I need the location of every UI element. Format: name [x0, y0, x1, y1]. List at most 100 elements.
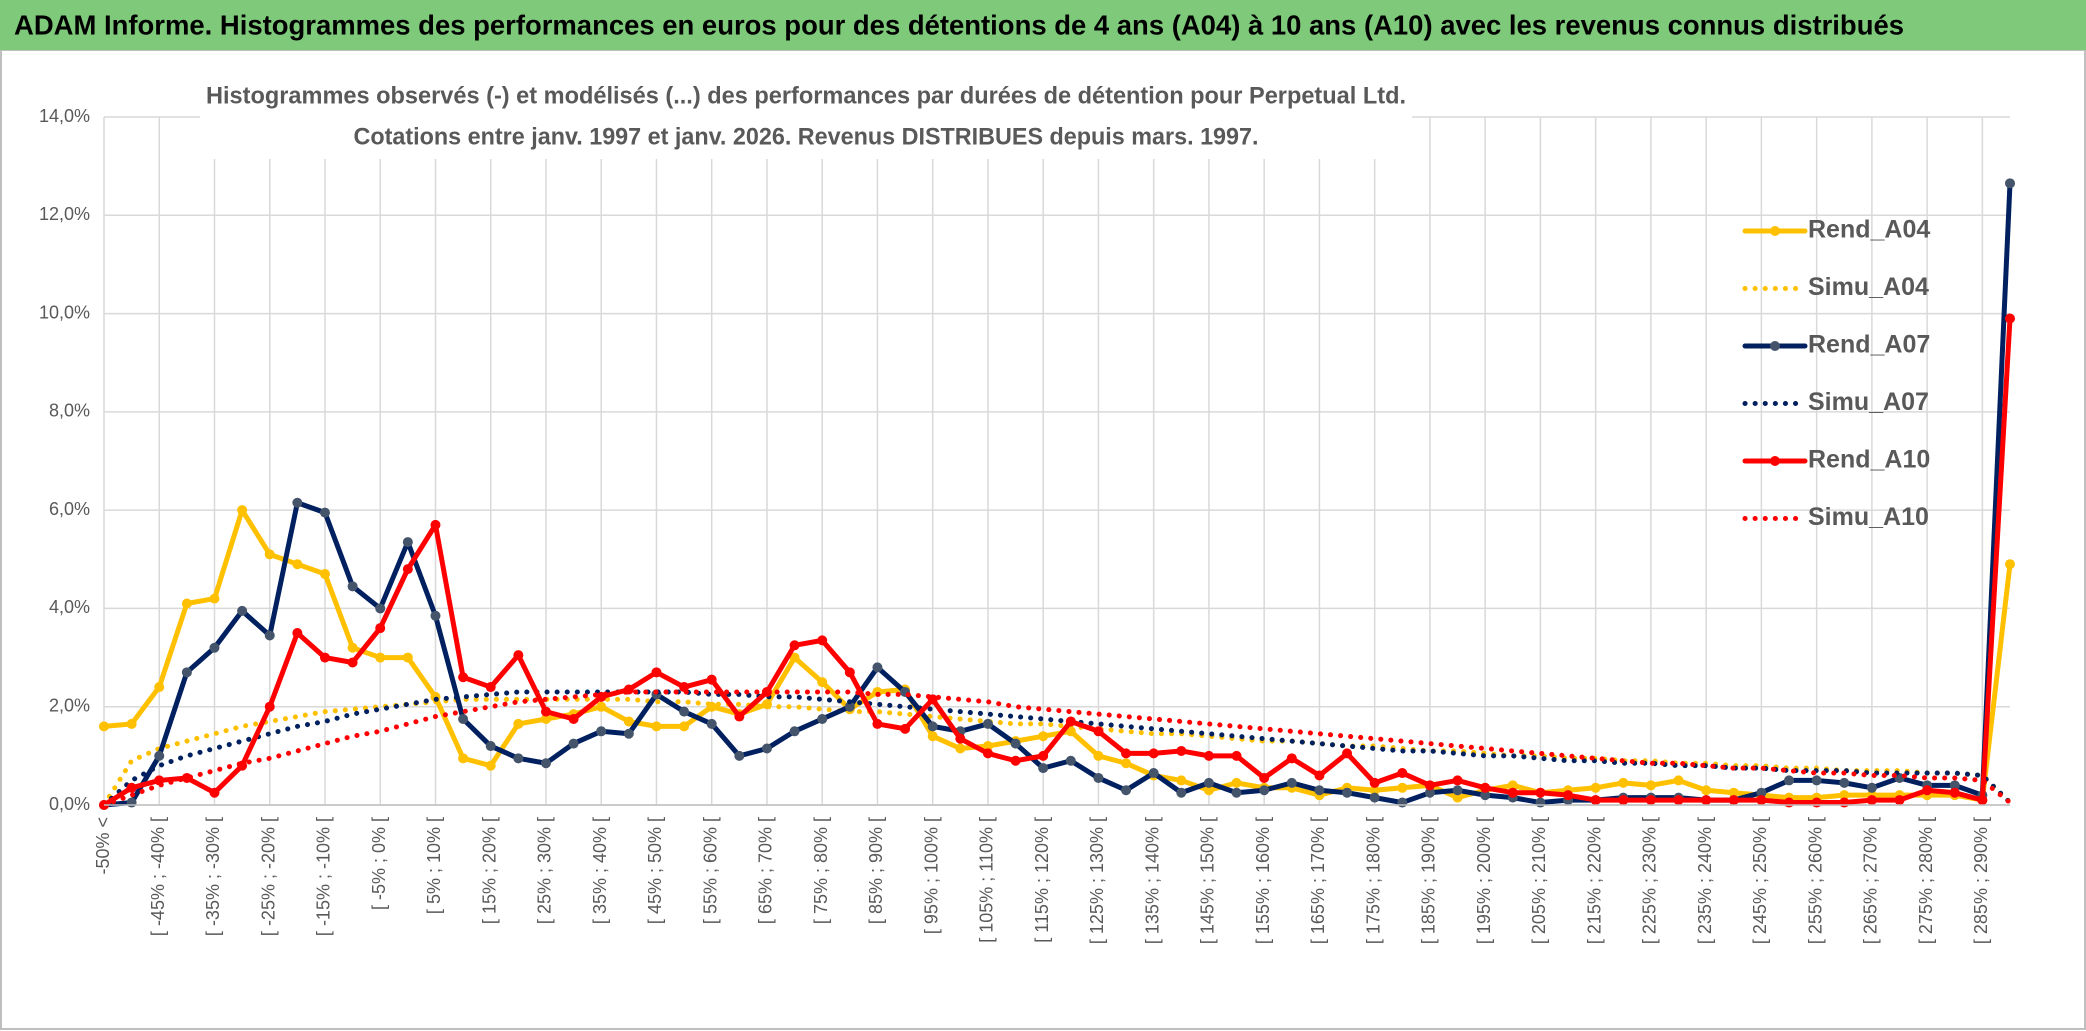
observed-line [101, 507, 2013, 803]
point [1507, 780, 1518, 791]
point [706, 674, 717, 685]
chart-subtitle: Cotations entre janv. 1997 et janv. 2026… [354, 123, 1259, 150]
point [1866, 782, 1877, 793]
point [927, 731, 938, 742]
point [458, 672, 469, 683]
x-tick-label: [ 245% ; 250% [ [1750, 817, 1770, 944]
point [1203, 785, 1214, 796]
point [1231, 777, 1242, 788]
point [1038, 731, 1049, 742]
point [154, 750, 165, 761]
x-tick-label: [ 65% ; 70% [ [756, 817, 776, 924]
point [1701, 785, 1712, 796]
point [1728, 787, 1739, 798]
point [264, 701, 275, 712]
point [1121, 748, 1132, 759]
point [1342, 748, 1353, 759]
point [1645, 795, 1656, 806]
x-tick-label: [ 125% ; 130% [ [1087, 817, 1107, 944]
y-tick-label: 14,0% [39, 106, 90, 126]
point [485, 682, 496, 693]
chart-subtitle: Histogrammes observés (-) et modélisés (… [206, 82, 1406, 109]
y-tick-label: 6,0% [49, 499, 90, 519]
x-tick-label: [ 275% ; 280% [ [1916, 817, 1936, 944]
grid [103, 116, 2010, 806]
point [872, 718, 883, 729]
point [1314, 785, 1325, 796]
y-tick-label: 2,0% [49, 695, 90, 715]
x-tick-label: [ -15% ; -10% [ [314, 817, 334, 936]
point [1121, 785, 1132, 796]
point [1203, 777, 1214, 788]
point [292, 497, 303, 508]
point [1231, 750, 1242, 761]
point [1452, 775, 1463, 786]
point [540, 714, 551, 724]
point [623, 728, 634, 739]
point [154, 682, 165, 693]
point [209, 642, 220, 653]
point [1756, 787, 1767, 798]
point [402, 564, 413, 575]
legend-label: Simu_A10 [1808, 503, 1929, 531]
point [1618, 777, 1629, 788]
point [1618, 795, 1629, 806]
point [955, 743, 966, 754]
x-tick-label: [ 35% ; 40% [ [590, 817, 610, 924]
point [1480, 782, 1491, 793]
point [1065, 726, 1076, 737]
point [1811, 797, 1822, 808]
x-tick-label: [ 135% ; 140% [ [1142, 817, 1162, 944]
point [1286, 777, 1297, 788]
point [1397, 768, 1408, 779]
point [1784, 797, 1795, 808]
x-tick-label: [ 45% ; 50% [ [645, 817, 665, 924]
point [1784, 775, 1795, 786]
point [513, 650, 524, 661]
point [1673, 795, 1684, 806]
point [1949, 787, 1960, 798]
point [1369, 785, 1380, 796]
point [734, 750, 745, 761]
point [1093, 750, 1104, 761]
point [651, 721, 662, 732]
point [1038, 763, 1049, 774]
point [1397, 782, 1408, 793]
point [375, 652, 386, 663]
x-tick-label: [ 265% ; 270% [ [1861, 817, 1881, 944]
point [347, 642, 358, 653]
point [1563, 790, 1574, 801]
point [126, 797, 137, 808]
point [1369, 792, 1380, 803]
point [1397, 797, 1408, 808]
point [679, 706, 690, 717]
point [872, 662, 883, 673]
point [1176, 787, 1187, 798]
point [1369, 777, 1380, 788]
point [513, 753, 524, 764]
point [292, 559, 303, 570]
point [1065, 755, 1076, 766]
point [734, 711, 745, 722]
point [982, 741, 993, 752]
x-tick-label: [ 5% ; 10% [ [424, 817, 444, 914]
point [1535, 797, 1546, 808]
x-tick-label: [ 95% ; 100% [ [921, 817, 941, 934]
point [761, 743, 772, 754]
legend-marker [1770, 226, 1780, 236]
point [817, 677, 828, 688]
point [568, 738, 579, 749]
point [817, 714, 828, 724]
title-bar [0, 0, 2086, 50]
point [817, 635, 828, 646]
x-tick-label: [ 235% ; 240% [ [1695, 817, 1715, 944]
point [1176, 775, 1187, 786]
x-tick-label: [ 225% ; 230% [ [1640, 817, 1660, 944]
point [402, 652, 413, 663]
point [1728, 795, 1739, 806]
x-tick-label: [ 285% ; 290% [ [1971, 817, 1991, 944]
y-tick-label: 12,0% [39, 204, 90, 224]
point [1038, 750, 1049, 761]
x-tick-label: [ 205% ; 210% [ [1529, 817, 1549, 944]
point [485, 741, 496, 752]
